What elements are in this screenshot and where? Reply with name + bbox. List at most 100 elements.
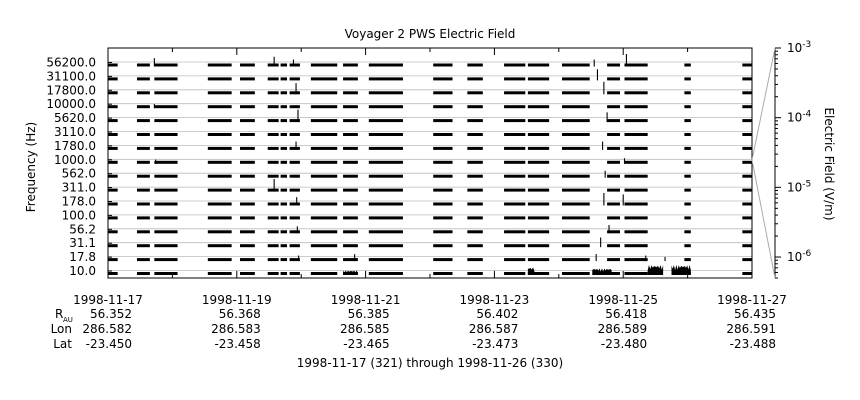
data-segment bbox=[527, 91, 550, 95]
dense-emission-region bbox=[592, 268, 612, 275]
data-segment bbox=[607, 146, 620, 150]
data-segment bbox=[467, 230, 483, 234]
data-segment bbox=[684, 146, 691, 150]
data-segment bbox=[742, 63, 752, 67]
data-segment bbox=[240, 133, 255, 136]
freq-tick-label: 56200.0 bbox=[46, 56, 96, 70]
data-segment bbox=[154, 77, 178, 81]
data-segment bbox=[742, 188, 752, 192]
electric-field-axis: 10-3 10-4 10-5 10-6 bbox=[751, 40, 812, 279]
data-segment bbox=[280, 202, 288, 206]
data-segment bbox=[433, 146, 453, 150]
data-segment bbox=[607, 174, 620, 178]
data-segment bbox=[742, 230, 752, 234]
data-segment bbox=[684, 244, 691, 248]
data-segment bbox=[368, 230, 403, 234]
data-segment bbox=[240, 174, 255, 178]
data-segment bbox=[684, 230, 691, 234]
ephemeris-row-sublabel: AU bbox=[63, 316, 73, 324]
data-segment bbox=[310, 119, 338, 123]
data-segment bbox=[343, 91, 358, 95]
data-segment bbox=[504, 63, 526, 67]
data-segment bbox=[207, 63, 232, 67]
data-segment bbox=[624, 119, 648, 123]
data-segment bbox=[562, 133, 590, 136]
freq-tick-label: 31100.0 bbox=[46, 69, 96, 83]
data-segment bbox=[240, 272, 255, 275]
data-segment bbox=[607, 258, 620, 262]
data-segment bbox=[154, 272, 178, 275]
data-segment bbox=[240, 91, 255, 95]
data-segment bbox=[684, 91, 691, 95]
data-segment bbox=[527, 258, 550, 262]
data-segment bbox=[240, 258, 255, 262]
data-segment bbox=[310, 105, 338, 109]
data-segment bbox=[684, 77, 691, 81]
data-segment bbox=[343, 244, 358, 248]
data-segment bbox=[267, 174, 279, 178]
data-segment bbox=[624, 258, 648, 262]
data-segment bbox=[684, 160, 691, 164]
data-segment bbox=[368, 63, 403, 67]
data-segment bbox=[624, 91, 648, 95]
data-segment bbox=[154, 63, 178, 67]
data-segment bbox=[280, 188, 288, 192]
data-segment bbox=[607, 244, 620, 248]
data-segment bbox=[368, 160, 403, 164]
data-segment bbox=[562, 202, 590, 206]
data-segment bbox=[433, 91, 453, 95]
data-segment bbox=[154, 91, 178, 95]
data-segment bbox=[310, 77, 338, 81]
data-segment bbox=[310, 174, 338, 178]
colorbar-connector-top bbox=[751, 47, 776, 161]
data-segment bbox=[562, 244, 590, 248]
date-tick-label: 1998-11-17 bbox=[73, 293, 143, 307]
freq-tick-label: 17800.0 bbox=[46, 83, 96, 97]
data-segment bbox=[607, 119, 620, 123]
data-segment bbox=[433, 119, 453, 123]
data-segment bbox=[433, 105, 453, 109]
data-segment bbox=[310, 91, 338, 95]
data-segment bbox=[136, 146, 150, 150]
plot-frame bbox=[107, 47, 753, 279]
data-segment bbox=[267, 230, 279, 234]
data-segment bbox=[527, 244, 550, 248]
ephemeris-value: 56.352 bbox=[90, 307, 132, 321]
data-segment bbox=[684, 119, 691, 123]
data-segment bbox=[504, 244, 526, 248]
data-segment bbox=[207, 105, 232, 109]
data-segment bbox=[504, 105, 526, 109]
date-tick-label: 1998-11-23 bbox=[460, 293, 530, 307]
data-segment bbox=[136, 258, 150, 262]
data-segment bbox=[108, 77, 118, 81]
data-segment bbox=[343, 63, 358, 67]
ephemeris-value: 286.585 bbox=[340, 322, 390, 336]
data-segment bbox=[280, 146, 288, 150]
data-segment bbox=[108, 119, 118, 123]
data-segment bbox=[607, 63, 620, 67]
ephemeris-value: -23.465 bbox=[343, 337, 389, 351]
data-segment bbox=[280, 216, 288, 220]
data-segment bbox=[280, 63, 288, 67]
data-segment bbox=[310, 160, 338, 164]
freq-tick-label: 17.8 bbox=[69, 250, 96, 264]
channel-gridlines bbox=[108, 61, 752, 271]
data-segment bbox=[527, 202, 550, 206]
data-segment bbox=[433, 188, 453, 192]
data-segment bbox=[467, 174, 483, 178]
ephemeris-value: -23.473 bbox=[472, 337, 518, 351]
data-segment bbox=[240, 105, 255, 109]
data-segment bbox=[684, 133, 691, 136]
freq-tick-label: 562.0 bbox=[62, 167, 96, 181]
data-segment bbox=[368, 188, 403, 192]
data-segment bbox=[136, 63, 150, 67]
data-segment bbox=[207, 272, 232, 275]
data-segment bbox=[467, 160, 483, 164]
data-segment bbox=[368, 244, 403, 248]
data-segment bbox=[207, 119, 232, 123]
data-segment bbox=[267, 272, 279, 275]
date-tick-label: 1998-11-21 bbox=[331, 293, 401, 307]
data-segment bbox=[267, 188, 279, 192]
data-segment bbox=[504, 216, 526, 220]
data-segment bbox=[343, 188, 358, 192]
